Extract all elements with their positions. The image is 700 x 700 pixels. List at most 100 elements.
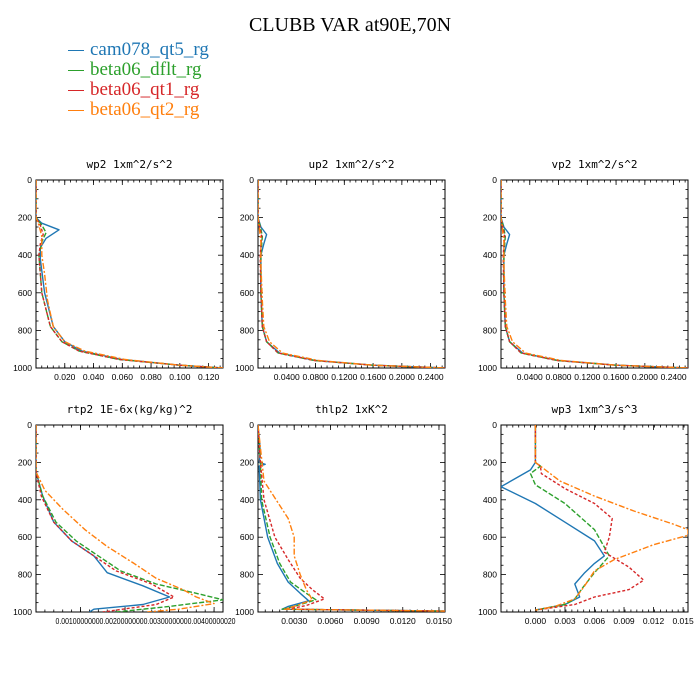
y-tick-label: 600 [18, 532, 32, 542]
y-tick-label: 0 [492, 420, 497, 430]
series-line [501, 425, 605, 611]
series-line [534, 425, 645, 611]
y-tick-label: 800 [18, 570, 32, 580]
series-line [501, 180, 688, 368]
y-tick-label: 200 [240, 457, 254, 467]
y-tick-label: 600 [483, 288, 497, 298]
legend-swatch [68, 89, 84, 91]
y-tick-label: 0 [27, 420, 32, 430]
plot-frame [500, 179, 689, 369]
chart-panel: thlp2 1xK^2 0 200 400 600 800 1000 0.0030 0.0060… [235, 403, 452, 626]
series-line [258, 425, 445, 612]
x-tick-label: 0.2400 [661, 372, 687, 382]
y-tick-label: 600 [483, 532, 497, 542]
y-tick-label: 200 [483, 457, 497, 467]
plot-frame [500, 424, 689, 613]
panel-title: up2 1xm^2/s^2 [308, 158, 394, 171]
series-line [258, 180, 445, 368]
x-tick-label: 0.0030 [281, 616, 307, 626]
series-line [258, 425, 445, 612]
y-tick-label: 800 [483, 325, 497, 335]
y-tick-label: 1000 [235, 363, 254, 373]
plot-frame [257, 424, 446, 613]
y-tick-label: 600 [18, 288, 32, 298]
y-tick-label: 200 [18, 213, 32, 223]
x-tick-label: 0.1600 [360, 372, 386, 382]
x-tick-label: 0.1200 [574, 372, 600, 382]
y-tick-label: 800 [483, 570, 497, 580]
x-tick-label: 0.120 [198, 372, 220, 382]
y-tick-label: 0 [27, 175, 32, 185]
series-line [258, 425, 445, 612]
y-tick-label: 200 [18, 457, 32, 467]
x-tick-label: 0.012 [643, 616, 665, 626]
plot-frame [35, 424, 224, 613]
series-line [36, 425, 175, 612]
y-tick-label: 1000 [13, 363, 32, 373]
y-tick-label: 200 [483, 213, 497, 223]
legend-swatch [68, 69, 84, 71]
legend-swatch [68, 49, 84, 51]
chart-panel: vp2 1xm^2/s^2 0 200 400 600 800 1000 0.0400 0.08… [478, 158, 689, 382]
x-tick-label: 0.0090 [354, 616, 380, 626]
series-line [258, 180, 445, 368]
x-tick-label: 0.100 [169, 372, 191, 382]
y-tick-label: 200 [240, 213, 254, 223]
x-tick-label: 0.0120 [390, 616, 416, 626]
legend-item: beta06_dflt_rg [68, 59, 209, 80]
x-tick-label: 0.060 [112, 372, 134, 382]
y-tick-label: 0 [249, 420, 254, 430]
y-tick-label: 400 [18, 250, 32, 260]
y-tick-label: 600 [240, 532, 254, 542]
series-line [534, 425, 688, 611]
series-line [501, 180, 688, 368]
x-tick-label: 0.0800 [546, 372, 572, 382]
x-tick-label: 0.0400 [517, 372, 543, 382]
x-tick-label: 0.00100000000.00200000000.00300000000.00… [56, 616, 236, 626]
y-tick-label: 1000 [13, 607, 32, 617]
series-line [529, 425, 610, 611]
y-tick-label: 0 [249, 175, 254, 185]
legend-swatch [68, 109, 84, 111]
x-tick-label: 0.009 [613, 616, 635, 626]
x-tick-label: 0.020 [54, 372, 76, 382]
x-tick-label: 0.1600 [603, 372, 629, 382]
x-tick-label: 0.0150 [426, 616, 452, 626]
legend-label: beta06_dflt_rg [90, 59, 202, 80]
x-tick-label: 0.000 [525, 616, 547, 626]
series-line [36, 425, 171, 612]
panel-title: rtp2 1E-6x(kg/kg)^2 [67, 403, 193, 416]
legend-label: cam078_qt5_rg [90, 39, 209, 60]
y-tick-label: 600 [240, 288, 254, 298]
y-tick-label: 800 [240, 570, 254, 580]
x-tick-label: 0.1200 [331, 372, 357, 382]
x-tick-label: 0.080 [140, 372, 162, 382]
panel-title: wp3 1xm^3/s^3 [551, 403, 637, 416]
plot-frame [257, 179, 446, 369]
chart-panel: rtp2 1E-6x(kg/kg)^2 0 200 400 600 800 1000 0.00… [13, 403, 236, 626]
panel-title: thlp2 1xK^2 [315, 403, 388, 416]
series-line [501, 180, 688, 368]
legend-item: beta06_qt2_rg [68, 99, 209, 120]
series-line [258, 425, 445, 612]
y-tick-label: 800 [18, 325, 32, 335]
x-tick-label: 0.2000 [389, 372, 415, 382]
y-tick-label: 1000 [478, 363, 497, 373]
legend-label: beta06_qt2_rg [90, 99, 200, 120]
legend: cam078_qt5_rg beta06_dflt_rg beta06_qt1_… [68, 39, 209, 120]
chart-panel: wp3 1xm^3/s^3 0 200 400 600 800 1000 0.000 0.003… [478, 403, 694, 626]
series-line [501, 180, 688, 368]
legend-item: cam078_qt5_rg [68, 39, 209, 60]
x-tick-label: 0.0800 [303, 372, 329, 382]
x-tick-label: 0.2000 [632, 372, 658, 382]
y-tick-label: 400 [18, 495, 32, 505]
series-line [36, 180, 223, 368]
y-tick-label: 400 [240, 250, 254, 260]
x-tick-label: 0.040 [83, 372, 105, 382]
chart-panel: wp2 1xm^2/s^2 0 200 400 600 800 1000 0.020 0.040… [13, 158, 224, 382]
x-tick-label: 0.003 [554, 616, 576, 626]
y-tick-label: 400 [483, 495, 497, 505]
series-line [258, 180, 445, 368]
legend-item: beta06_qt1_rg [68, 79, 209, 100]
